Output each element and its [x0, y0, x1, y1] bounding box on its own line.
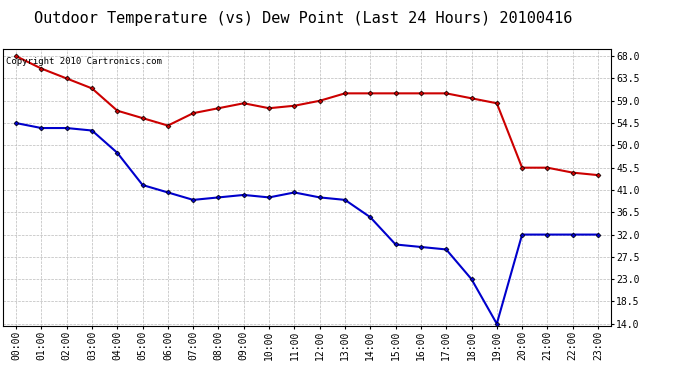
- Text: Copyright 2010 Cartronics.com: Copyright 2010 Cartronics.com: [6, 57, 162, 66]
- Text: Outdoor Temperature (vs) Dew Point (Last 24 Hours) 20100416: Outdoor Temperature (vs) Dew Point (Last…: [34, 11, 573, 26]
